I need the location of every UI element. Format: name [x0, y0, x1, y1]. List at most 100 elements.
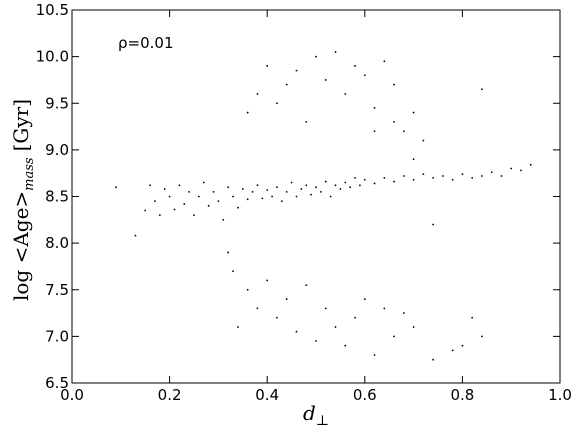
- data-point: [207, 204, 210, 207]
- data-point: [344, 93, 347, 95]
- data-point: [339, 188, 342, 190]
- data-point: [471, 176, 474, 179]
- data-point: [315, 186, 317, 189]
- data-point: [276, 186, 278, 189]
- data-point: [363, 178, 366, 181]
- y-tick-label: 9.5: [45, 94, 69, 112]
- data-point: [481, 175, 483, 177]
- data-point: [246, 198, 249, 201]
- y-tick-label: 7.0: [45, 327, 69, 345]
- data-point: [451, 178, 454, 181]
- data-point: [197, 195, 200, 198]
- x-tick-label: 0.0: [60, 386, 84, 404]
- data-point: [500, 175, 503, 177]
- data-point: [295, 330, 298, 333]
- data-point: [290, 181, 293, 184]
- data-point: [324, 79, 327, 81]
- data-point: [334, 184, 337, 187]
- data-point: [315, 55, 317, 58]
- data-point: [481, 88, 483, 91]
- data-point: [520, 169, 522, 172]
- data-point: [324, 307, 327, 310]
- data-point: [363, 74, 366, 77]
- data-point: [163, 188, 166, 190]
- data-point: [383, 307, 386, 310]
- data-point: [144, 209, 147, 212]
- data-point: [237, 206, 239, 209]
- x-axis-label-main: d: [303, 401, 316, 425]
- data-point: [529, 163, 532, 166]
- data-point: [168, 195, 171, 198]
- data-point: [354, 176, 356, 179]
- data-point: [295, 195, 298, 198]
- data-point: [481, 335, 483, 338]
- data-point: [227, 186, 230, 189]
- y-axis-label-sub: mass: [22, 157, 37, 191]
- data-point: [363, 298, 366, 300]
- data-point: [451, 349, 454, 352]
- y-tick-label: 8.5: [45, 188, 69, 206]
- data-point: [285, 298, 288, 300]
- data-point: [383, 176, 386, 179]
- data-point: [305, 121, 308, 123]
- data-point: [305, 184, 308, 187]
- x-tick-label: 0.2: [158, 386, 182, 404]
- data-point: [412, 158, 415, 161]
- y-tick-label: 8.0: [45, 234, 69, 252]
- data-point: [256, 93, 259, 95]
- data-point: [393, 121, 395, 123]
- data-point: [246, 288, 249, 291]
- data-point: [461, 344, 464, 347]
- data-point: [266, 65, 269, 67]
- y-tick-label: 10.5: [36, 1, 69, 19]
- x-tick-label: 0.8: [450, 386, 474, 404]
- data-point: [188, 190, 191, 193]
- data-point: [300, 188, 303, 190]
- data-point: [227, 251, 230, 254]
- data-point: [319, 190, 322, 193]
- data-point: [178, 184, 181, 187]
- data-point: [285, 190, 288, 193]
- y-tick-label: 6.5: [45, 374, 69, 392]
- data-point: [359, 184, 361, 187]
- data-point: [134, 234, 137, 237]
- data-point: [354, 65, 356, 67]
- data-point: [183, 203, 186, 205]
- data-point: [441, 175, 444, 177]
- data-point: [402, 312, 405, 314]
- data-point: [373, 107, 376, 109]
- data-point: [310, 193, 313, 196]
- data-point: [324, 180, 327, 183]
- y-tick-label: 9.0: [45, 141, 69, 159]
- y-axis-label: log <Age>mass [Gyr]: [9, 99, 37, 301]
- data-point: [285, 83, 288, 86]
- data-point: [232, 270, 234, 272]
- data-point: [202, 181, 205, 184]
- x-tick-label: 0.6: [353, 386, 377, 404]
- data-point: [251, 190, 254, 193]
- data-point: [276, 316, 278, 319]
- data-points: [115, 51, 532, 361]
- data-point: [222, 218, 225, 221]
- data-point: [344, 181, 347, 184]
- data-point: [334, 51, 337, 53]
- x-axis-label-sub: ⊥: [316, 413, 329, 429]
- data-point: [349, 186, 352, 189]
- data-point: [422, 173, 425, 176]
- data-point: [241, 188, 244, 190]
- data-point: [490, 171, 493, 174]
- plot-frame: [71, 9, 561, 384]
- data-point: [158, 214, 161, 217]
- correlation-annotation: ρ=0.01: [118, 34, 174, 52]
- x-tick-label: 1.0: [548, 386, 572, 404]
- y-axis-label-group: log <Age>mass [Gyr]: [9, 99, 37, 301]
- data-point: [432, 176, 435, 179]
- data-point: [354, 316, 356, 319]
- data-point: [315, 340, 317, 342]
- data-point: [412, 111, 415, 114]
- data-point: [173, 208, 176, 211]
- data-point: [193, 214, 195, 217]
- data-point: [373, 354, 376, 356]
- data-point: [212, 190, 215, 193]
